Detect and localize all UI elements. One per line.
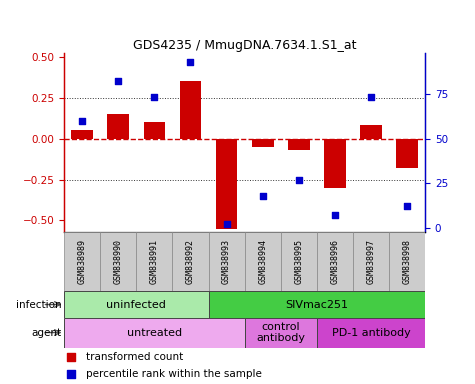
Title: GDS4235 / MmugDNA.7634.1.S1_at: GDS4235 / MmugDNA.7634.1.S1_at (133, 39, 356, 52)
Text: control
antibody: control antibody (256, 322, 305, 343)
Bar (209, 291, 425, 318)
Text: GSM838996: GSM838996 (331, 239, 339, 284)
Point (223, 221, 230, 227)
Bar (143, 122, 165, 139)
Point (67, 354, 75, 360)
Bar (64, 232, 100, 291)
Bar (389, 232, 425, 291)
Bar (324, 139, 346, 188)
Text: GSM838994: GSM838994 (258, 239, 267, 284)
Bar (317, 318, 425, 348)
Bar (64, 291, 209, 318)
Text: untreated: untreated (127, 328, 182, 338)
Point (403, 204, 411, 210)
Point (187, 59, 194, 65)
Text: GSM838993: GSM838993 (222, 239, 231, 284)
Bar (209, 232, 245, 291)
Bar (216, 139, 238, 228)
Text: GSM838991: GSM838991 (150, 239, 159, 284)
Text: uninfected: uninfected (106, 300, 166, 310)
Text: GSM838998: GSM838998 (403, 239, 411, 284)
Bar (172, 232, 209, 291)
Text: GSM838992: GSM838992 (186, 239, 195, 284)
Bar (252, 139, 274, 147)
Bar (245, 232, 281, 291)
Point (259, 193, 266, 199)
Bar (288, 139, 310, 150)
Point (151, 94, 158, 101)
Bar (100, 232, 136, 291)
Text: GSM838997: GSM838997 (367, 239, 375, 284)
Bar (71, 131, 93, 139)
Point (331, 212, 339, 218)
Bar (317, 232, 353, 291)
Point (295, 177, 303, 183)
Bar (353, 232, 389, 291)
Bar (64, 318, 245, 348)
Text: agent: agent (32, 328, 62, 338)
Text: GSM838990: GSM838990 (114, 239, 123, 284)
Bar (107, 114, 129, 139)
Bar (180, 81, 201, 139)
Text: infection: infection (16, 300, 62, 310)
Point (114, 78, 122, 84)
Bar (396, 139, 418, 168)
Text: PD-1 antibody: PD-1 antibody (332, 328, 410, 338)
Text: GSM838989: GSM838989 (78, 239, 86, 284)
Bar (360, 126, 382, 139)
Point (78, 118, 86, 124)
Text: percentile rank within the sample: percentile rank within the sample (86, 369, 262, 379)
Text: SIVmac251: SIVmac251 (285, 300, 348, 310)
Text: transformed count: transformed count (86, 352, 183, 362)
Text: GSM838995: GSM838995 (294, 239, 303, 284)
Point (67, 371, 75, 377)
Bar (136, 232, 172, 291)
Point (367, 94, 375, 101)
Bar (245, 318, 317, 348)
Bar (281, 232, 317, 291)
